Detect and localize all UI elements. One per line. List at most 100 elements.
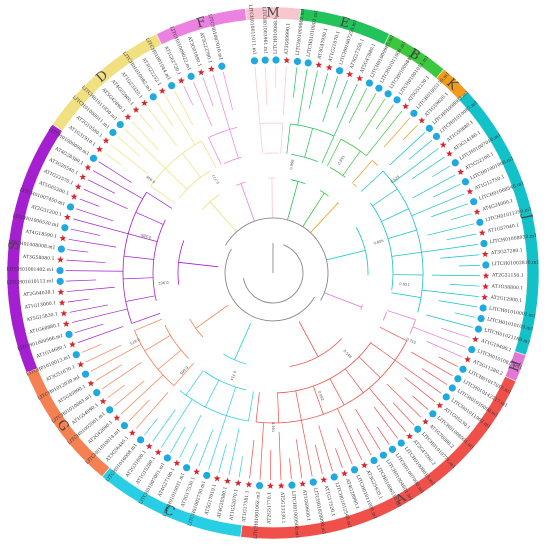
clade-branch-arc bbox=[179, 390, 249, 422]
tip-branch bbox=[161, 399, 193, 448]
tip-branch bbox=[421, 289, 479, 297]
leaf-marker-star bbox=[68, 341, 76, 348]
backbone-arc bbox=[243, 244, 304, 304]
subtree-spoke bbox=[123, 255, 154, 260]
clade-stem bbox=[326, 250, 366, 261]
tip-branch bbox=[308, 70, 318, 110]
tip-branch bbox=[427, 223, 475, 236]
clade-stem bbox=[302, 192, 325, 227]
leaf-marker-star bbox=[193, 468, 201, 475]
leaf-marker-circle bbox=[106, 406, 114, 414]
subtree-spoke bbox=[386, 310, 416, 321]
leaf-marker-star bbox=[173, 459, 181, 466]
tip-branch bbox=[421, 244, 479, 253]
subtree-spoke bbox=[295, 390, 302, 421]
leaf-marker-star bbox=[341, 470, 348, 477]
clade-branch-arc bbox=[236, 181, 246, 186]
clade-branch-arc bbox=[371, 160, 379, 166]
clade-branch-arc bbox=[223, 156, 242, 164]
tip-branch bbox=[222, 71, 233, 111]
leaf-marker-star bbox=[77, 360, 85, 368]
tip-branch bbox=[322, 76, 339, 123]
leaf-marker-circle bbox=[479, 304, 487, 312]
leaf-marker-star bbox=[481, 250, 489, 258]
clade-branch-arc bbox=[319, 190, 329, 197]
tip-branch bbox=[152, 409, 176, 442]
tip-branch bbox=[355, 408, 381, 451]
tip-branch bbox=[174, 90, 194, 126]
tip-branch bbox=[438, 300, 478, 308]
tip-branch bbox=[458, 264, 480, 267]
leaf-marker-circle bbox=[272, 56, 280, 64]
tip-branch bbox=[289, 458, 292, 480]
leaf-label: AT4G18590.1 bbox=[24, 229, 57, 240]
leaf-label: AT2G04038.1 bbox=[22, 289, 55, 298]
leaf-marker-circle bbox=[429, 410, 437, 418]
tip-branch bbox=[451, 213, 472, 221]
leaf-marker-star bbox=[466, 188, 474, 195]
tip-branch bbox=[412, 395, 429, 411]
leaf-marker-star bbox=[481, 293, 489, 301]
leaf-label: AT5G15830.1 bbox=[25, 311, 58, 323]
subtree-spoke bbox=[128, 233, 158, 242]
leaf-marker-circle bbox=[477, 314, 485, 323]
subtree-spoke bbox=[277, 392, 280, 423]
tip-branch bbox=[98, 161, 132, 183]
tip-branch bbox=[165, 95, 196, 146]
leaf-marker-circle bbox=[470, 198, 478, 206]
leaf-marker-circle bbox=[474, 325, 483, 333]
leaf-label: LITCH01009500.m1 bbox=[290, 491, 300, 539]
tip-branch bbox=[69, 304, 109, 313]
leaf-marker-star bbox=[63, 213, 71, 221]
leaf-label: AT2G51770.1 bbox=[266, 492, 272, 525]
clade-branch-arc bbox=[329, 167, 346, 178]
subtree-spoke bbox=[229, 129, 239, 159]
clade-stem bbox=[209, 201, 237, 233]
tip-branch bbox=[117, 136, 141, 157]
tip-branch bbox=[139, 114, 154, 131]
tip-branch bbox=[254, 66, 261, 124]
leaf-marker-star bbox=[87, 379, 95, 387]
leaf-marker-star bbox=[418, 117, 426, 124]
bootstrap-value: 0.873 bbox=[129, 337, 140, 345]
leaf-marker-star bbox=[245, 481, 253, 488]
leaf-label: LITCH01001402.m1 bbox=[6, 266, 54, 273]
leaf-label: LITCH01001062.m1 bbox=[253, 491, 262, 539]
tip-branch bbox=[373, 406, 398, 439]
subtree-spoke bbox=[157, 349, 182, 370]
tree-branches bbox=[66, 66, 480, 480]
subtree-spoke bbox=[370, 342, 396, 361]
clade-branch-arc bbox=[134, 330, 175, 386]
tip-branch bbox=[183, 86, 194, 106]
leaf-marker-star bbox=[402, 102, 410, 110]
leaf-marker-circle bbox=[61, 224, 69, 232]
tip-branch bbox=[198, 429, 214, 467]
subtree-spoke bbox=[379, 326, 407, 342]
leaf-marker-circle bbox=[93, 389, 101, 397]
subtree-spoke bbox=[259, 123, 263, 154]
bootstrap-value: 0.981 bbox=[271, 422, 275, 432]
bootstrap-value: 0.714 bbox=[229, 370, 237, 382]
subtree-spoke bbox=[280, 123, 284, 154]
leaf-label: AT2G31200.1 bbox=[29, 204, 62, 218]
leaf-label: AT1G68880.1 bbox=[28, 322, 61, 336]
clade-label-h: H bbox=[507, 358, 525, 374]
leaf-marker-circle bbox=[183, 464, 191, 472]
leaf-marker-circle bbox=[461, 178, 470, 186]
tip-branch bbox=[389, 132, 426, 166]
tip-branch bbox=[438, 356, 458, 367]
leaf-marker-star bbox=[266, 482, 274, 489]
leaf-marker-circle bbox=[256, 481, 264, 490]
tip-branch bbox=[441, 327, 470, 338]
leaf-marker-star bbox=[464, 355, 472, 363]
tip-branch bbox=[411, 193, 465, 217]
clade-branch-arc bbox=[152, 219, 166, 301]
clade-branch-arc bbox=[369, 202, 394, 291]
clade-stem bbox=[234, 323, 252, 361]
leaf-marker-star bbox=[439, 141, 447, 148]
clade-stem bbox=[310, 203, 338, 233]
subtree-spoke bbox=[358, 356, 381, 378]
subtree-spoke bbox=[344, 368, 364, 393]
tip-branch bbox=[282, 66, 287, 115]
